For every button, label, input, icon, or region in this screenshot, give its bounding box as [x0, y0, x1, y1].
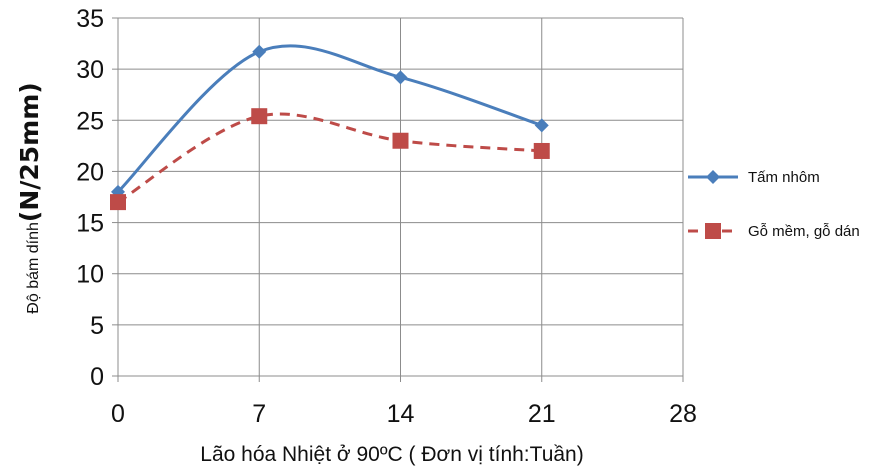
x-tick-label: 14 — [387, 400, 415, 428]
data-point — [252, 44, 267, 59]
y-tick-label: 15 — [76, 210, 104, 238]
legend-marker — [706, 170, 720, 184]
y-axis-label-text: Độ bám dính — [25, 222, 42, 314]
y-tick-label: 25 — [76, 107, 104, 135]
y-tick-label: 10 — [76, 261, 104, 289]
legend-label: Gỗ mềm, gỗ dán — [748, 223, 860, 240]
data-point — [533, 142, 550, 159]
data-point — [251, 108, 268, 125]
series-2 — [110, 108, 550, 211]
legend-item: Tấm nhôm — [688, 169, 820, 186]
legend-marker — [705, 223, 721, 239]
y-axis-label: Độ bám dính(N/25mm) — [15, 82, 44, 313]
legend-label: Tấm nhôm — [748, 169, 820, 186]
data-point — [392, 132, 409, 149]
data-point — [393, 70, 408, 85]
y-tick-label: 0 — [90, 363, 104, 391]
series-line — [117, 112, 542, 204]
svg-text:Độ bám dính(N/25mm): Độ bám dính(N/25mm) — [15, 82, 44, 313]
y-tick-label: 35 — [76, 5, 104, 33]
y-tick-label: 30 — [76, 56, 104, 84]
legend-item: Gỗ mềm, gỗ dán — [688, 223, 860, 240]
legend: Tấm nhôm Gỗ mềm, gỗ dán — [688, 169, 860, 240]
y-tick-label: 20 — [76, 158, 104, 186]
x-tick-label: 0 — [111, 400, 125, 428]
series-1 — [111, 44, 549, 199]
data-series — [110, 44, 550, 211]
axes — [112, 17, 684, 382]
x-axis-label: Lão hóa Nhiệt ở 90ºC ( Đơn vị tính:Tuần) — [200, 443, 583, 466]
tick-labels: 0 5 10 15 20 25 30 35 0 7 14 21 28 — [76, 5, 697, 428]
y-axis-label-unit: (N/25mm) — [15, 82, 44, 222]
x-tick-label: 28 — [669, 400, 697, 428]
data-point — [110, 194, 126, 211]
data-point — [534, 118, 549, 133]
y-tick-label: 5 — [90, 312, 104, 340]
x-tick-label: 7 — [252, 400, 266, 428]
series-line — [116, 44, 543, 193]
grid-lines — [118, 17, 684, 377]
x-tick-label: 21 — [528, 400, 556, 428]
